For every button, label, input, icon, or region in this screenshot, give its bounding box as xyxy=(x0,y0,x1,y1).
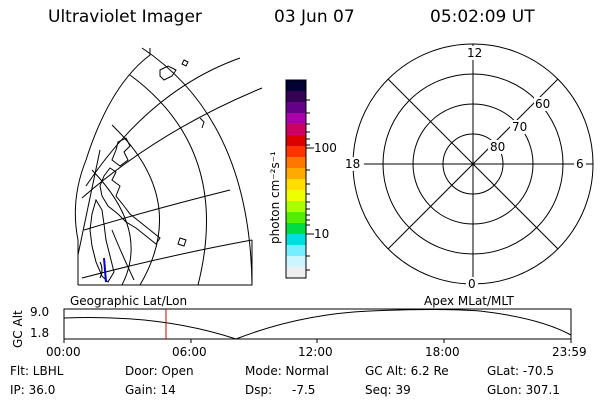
mlat-label-60: 60 xyxy=(535,97,551,111)
door-info: Door: Open xyxy=(125,364,194,378)
colorbar-cell xyxy=(286,223,306,235)
mlt-line-diagonal xyxy=(387,78,559,250)
lon-grid-line xyxy=(83,189,231,231)
colorbar-cell xyxy=(286,267,306,279)
colorbar-ticks xyxy=(306,99,314,271)
seq-info: Seq: 39 xyxy=(365,383,411,397)
satellite-track xyxy=(103,257,107,283)
colorbar-cell xyxy=(286,124,306,136)
time-tick-1200: 12:00 xyxy=(298,345,333,359)
coastline xyxy=(89,198,115,283)
colorbar-cell xyxy=(286,234,306,246)
lat-grid-line xyxy=(77,149,101,256)
altitude-curve xyxy=(63,309,572,340)
altitude-y-label-max: 9.0 xyxy=(30,305,50,319)
mlat-label-80: 80 xyxy=(490,140,506,154)
mlt-label-0: 0 xyxy=(468,277,476,291)
geographic-map xyxy=(74,47,263,286)
coastline xyxy=(159,65,177,81)
colorbar-cell xyxy=(286,212,306,224)
polar-label-bg xyxy=(466,277,478,291)
instrument-title: Ultraviolet Imager xyxy=(48,7,202,27)
apex-panel-label: Apex MLat/MLT xyxy=(424,294,514,308)
altitude-plot-frame xyxy=(63,308,572,340)
colorbar-tick-100: 100 xyxy=(314,141,337,155)
filter-info: Flt: LBHL xyxy=(10,364,64,378)
coastline xyxy=(181,59,189,67)
dsp-value: -7.5 xyxy=(292,383,316,397)
lat-grid-arc xyxy=(141,47,253,286)
dsp-info: Dsp: xyxy=(245,383,273,397)
gain-info: Gain: 14 xyxy=(125,383,176,397)
glat-info: GLat: -70.5 xyxy=(487,364,554,378)
colorbar-cell xyxy=(286,146,306,158)
coastline xyxy=(111,229,135,281)
time-tick-2359: 23:59 xyxy=(552,345,587,359)
altitude-axis-label: GC Alt xyxy=(11,310,25,348)
lon-grid-arc xyxy=(85,57,241,187)
time-tick-1800: 18:00 xyxy=(425,345,460,359)
colorbar-cell xyxy=(286,135,306,147)
coastline xyxy=(99,261,103,279)
polar-label-bg xyxy=(466,46,482,60)
mlat-label-70: 70 xyxy=(512,120,528,134)
header-date: 03 Jun 07 xyxy=(274,7,355,27)
colorbar xyxy=(286,80,306,279)
lat-grid-arc xyxy=(91,169,132,286)
colorbar-cell xyxy=(286,245,306,257)
colorbar-cell xyxy=(286,102,306,114)
colorbar-unit-label: photon cm⁻²s⁻¹ xyxy=(268,151,282,244)
time-tick-0000: 00:00 xyxy=(46,345,81,359)
colorbar-cell xyxy=(286,91,306,103)
mlt-label-18: 18 xyxy=(345,157,361,171)
polar-label-bg xyxy=(510,120,530,134)
colorbar-cell xyxy=(286,201,306,213)
colorbar-cell xyxy=(286,179,306,191)
polar-label-bg xyxy=(488,140,508,154)
glon-info: GLon: 307.1 xyxy=(487,383,560,397)
polar-label-bg xyxy=(534,97,554,111)
time-tick-0600: 06:00 xyxy=(172,345,207,359)
mlt-label-6: 6 xyxy=(576,157,584,171)
coastline xyxy=(99,167,161,245)
mlt-label-12: 12 xyxy=(467,46,483,60)
colorbar-cell xyxy=(286,157,306,169)
coastline xyxy=(199,117,205,129)
colorbar-cell xyxy=(286,168,306,180)
colorbar-cell xyxy=(286,80,306,92)
polar-label-bg xyxy=(574,157,586,171)
mode-info: Mode: Normal xyxy=(245,364,329,378)
header-time: 05:02:09 UT xyxy=(430,7,535,27)
fov-boundary xyxy=(74,48,253,286)
coastline xyxy=(111,137,131,167)
colorbar-cell xyxy=(286,256,306,268)
ip-info: IP: 36.0 xyxy=(10,383,56,397)
colorbar-frame xyxy=(285,79,307,279)
lat-grid-arc xyxy=(129,74,207,286)
polar-label-bg xyxy=(344,157,364,171)
colorbar-cell xyxy=(286,113,306,125)
geographic-panel-label: Geographic Lat/Lon xyxy=(70,294,188,308)
coastline xyxy=(177,237,187,247)
altitude-y-label-min: 1.8 xyxy=(30,326,50,340)
colorbar-cell xyxy=(286,190,306,202)
altitude-x-ticks xyxy=(63,339,572,343)
polar-grid xyxy=(352,43,594,285)
colorbar-tick-10: 10 xyxy=(314,227,330,241)
lon-grid-line xyxy=(81,239,253,279)
gc-alt-info: GC Alt: 6.2 Re xyxy=(365,364,449,378)
